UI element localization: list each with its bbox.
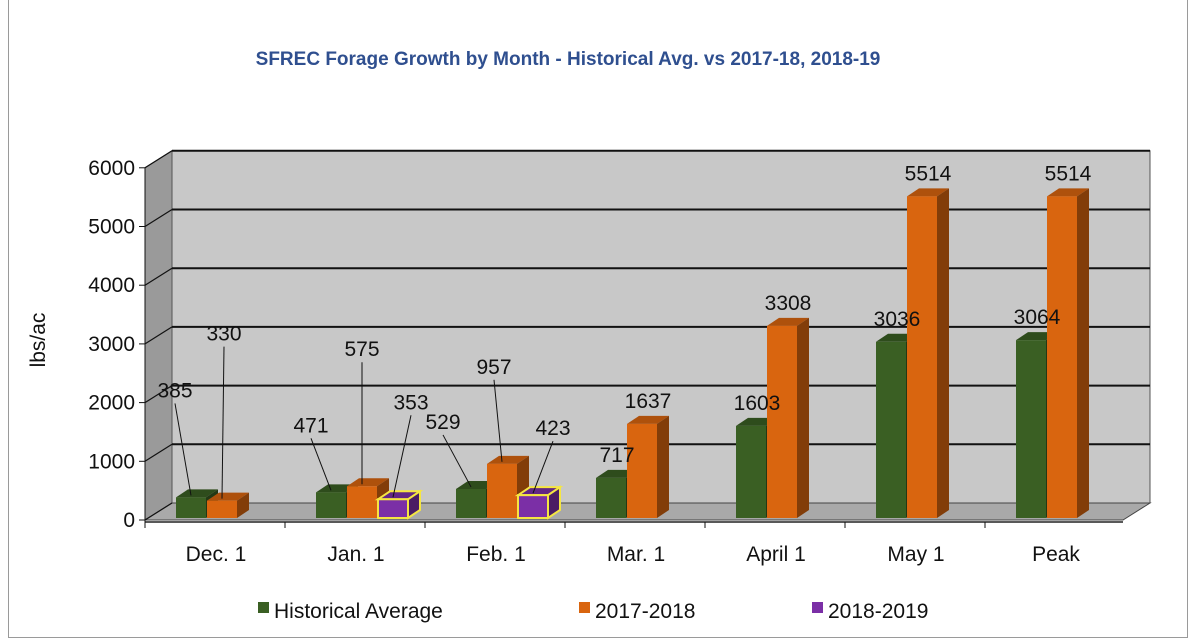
- gridline-side: [144, 502, 173, 521]
- data-label: 353: [393, 391, 428, 414]
- bar-front: [377, 498, 409, 519]
- data-label: 471: [293, 414, 328, 437]
- data-label: 717: [599, 444, 634, 467]
- bar-front: [627, 423, 657, 518]
- leader-line: [221, 346, 225, 499]
- bar-side: [657, 415, 669, 518]
- data-label: 1603: [734, 392, 781, 415]
- legend-swatch: [579, 602, 590, 613]
- bar-top: [176, 489, 218, 498]
- bar-front: [456, 488, 486, 518]
- data-label: 385: [157, 379, 192, 402]
- bar-front: [1016, 340, 1046, 518]
- bar-2017-2018: [487, 455, 529, 518]
- gridline-side: [144, 385, 173, 404]
- bar-side: [797, 317, 809, 518]
- x-tick-label: Jan. 1: [327, 543, 384, 566]
- bar-front: [316, 492, 346, 518]
- data-label: 529: [425, 411, 460, 434]
- bar-2017-2018: [207, 492, 249, 518]
- bar-side: [237, 492, 249, 518]
- bar-front: [736, 425, 766, 518]
- bar-front: [907, 196, 937, 519]
- bar-2017-2018: [907, 188, 949, 519]
- x-tick-label: April 1: [746, 543, 806, 566]
- bar-top: [347, 478, 389, 487]
- gridline-side: [144, 326, 173, 345]
- bar-front: [1047, 196, 1077, 519]
- bar-front: [596, 477, 626, 518]
- bar-front: [767, 325, 797, 518]
- legend-label: Historical Average: [274, 600, 443, 623]
- leader-line: [310, 438, 332, 491]
- bar-top: [1047, 188, 1089, 197]
- bar-front: [176, 497, 206, 518]
- bar-top: [767, 317, 809, 326]
- legend-label: 2017-2018: [595, 600, 695, 623]
- data-label: 3308: [765, 292, 812, 315]
- data-label: 3064: [1014, 306, 1061, 329]
- bar-front: [347, 486, 377, 518]
- y-axis-title: lbs/ac: [27, 313, 50, 368]
- bar-front: [517, 494, 549, 519]
- x-tick-label: Feb. 1: [466, 543, 526, 566]
- y-tick-label: 3000: [88, 333, 135, 356]
- bar-top: [207, 492, 249, 501]
- bar-top: [487, 455, 529, 464]
- leader-line: [174, 403, 192, 496]
- bar-2017-2018: [1047, 188, 1089, 519]
- data-label: 3036: [874, 308, 921, 331]
- y-tick-label: 5000: [88, 216, 135, 239]
- gridline-side: [144, 443, 173, 462]
- y-tick-label: 6000: [88, 157, 135, 180]
- bar-side: [1077, 188, 1089, 519]
- x-tick-label: Dec. 1: [186, 543, 247, 566]
- bar-front: [876, 341, 906, 518]
- gridline-side: [144, 150, 173, 169]
- y-tick-label: 4000: [88, 274, 135, 297]
- legend-swatch: [812, 602, 823, 613]
- x-tick-label: Mar. 1: [607, 543, 665, 566]
- data-label: 575: [344, 338, 379, 361]
- y-tick-label: 2000: [88, 392, 135, 415]
- data-label: 1637: [625, 390, 672, 413]
- bar-side: [937, 188, 949, 519]
- data-label: 5514: [1045, 162, 1092, 185]
- data-label: 330: [206, 323, 241, 346]
- leader-line: [532, 440, 554, 494]
- bar-2018-2019: [514, 485, 564, 520]
- bar-top: [907, 188, 949, 197]
- data-label: 5514: [905, 162, 952, 185]
- x-tick-label: May 1: [887, 543, 944, 566]
- leader-line: [392, 415, 412, 498]
- bar-top: [627, 415, 669, 424]
- bar-front: [207, 500, 237, 518]
- data-label: 957: [476, 356, 511, 379]
- gridline-side: [144, 208, 173, 228]
- gridline-side: [144, 267, 173, 286]
- leader-line: [442, 434, 472, 488]
- legend-label: 2018-2019: [828, 600, 928, 623]
- data-label: 423: [535, 417, 570, 440]
- legend-swatch: [258, 602, 269, 613]
- y-tick-label: 0: [123, 509, 135, 532]
- leader-line: [493, 379, 503, 462]
- bar-front: [487, 463, 517, 518]
- x-tick-label: Peak: [1032, 543, 1080, 566]
- bar-2017-2018: [627, 415, 669, 518]
- y-tick-label: 1000: [88, 450, 135, 473]
- chart-title: SFREC Forage Growth by Month - Historica…: [256, 49, 881, 70]
- bar-2018-2019: [374, 489, 424, 520]
- bar-2017-2018: [767, 317, 809, 518]
